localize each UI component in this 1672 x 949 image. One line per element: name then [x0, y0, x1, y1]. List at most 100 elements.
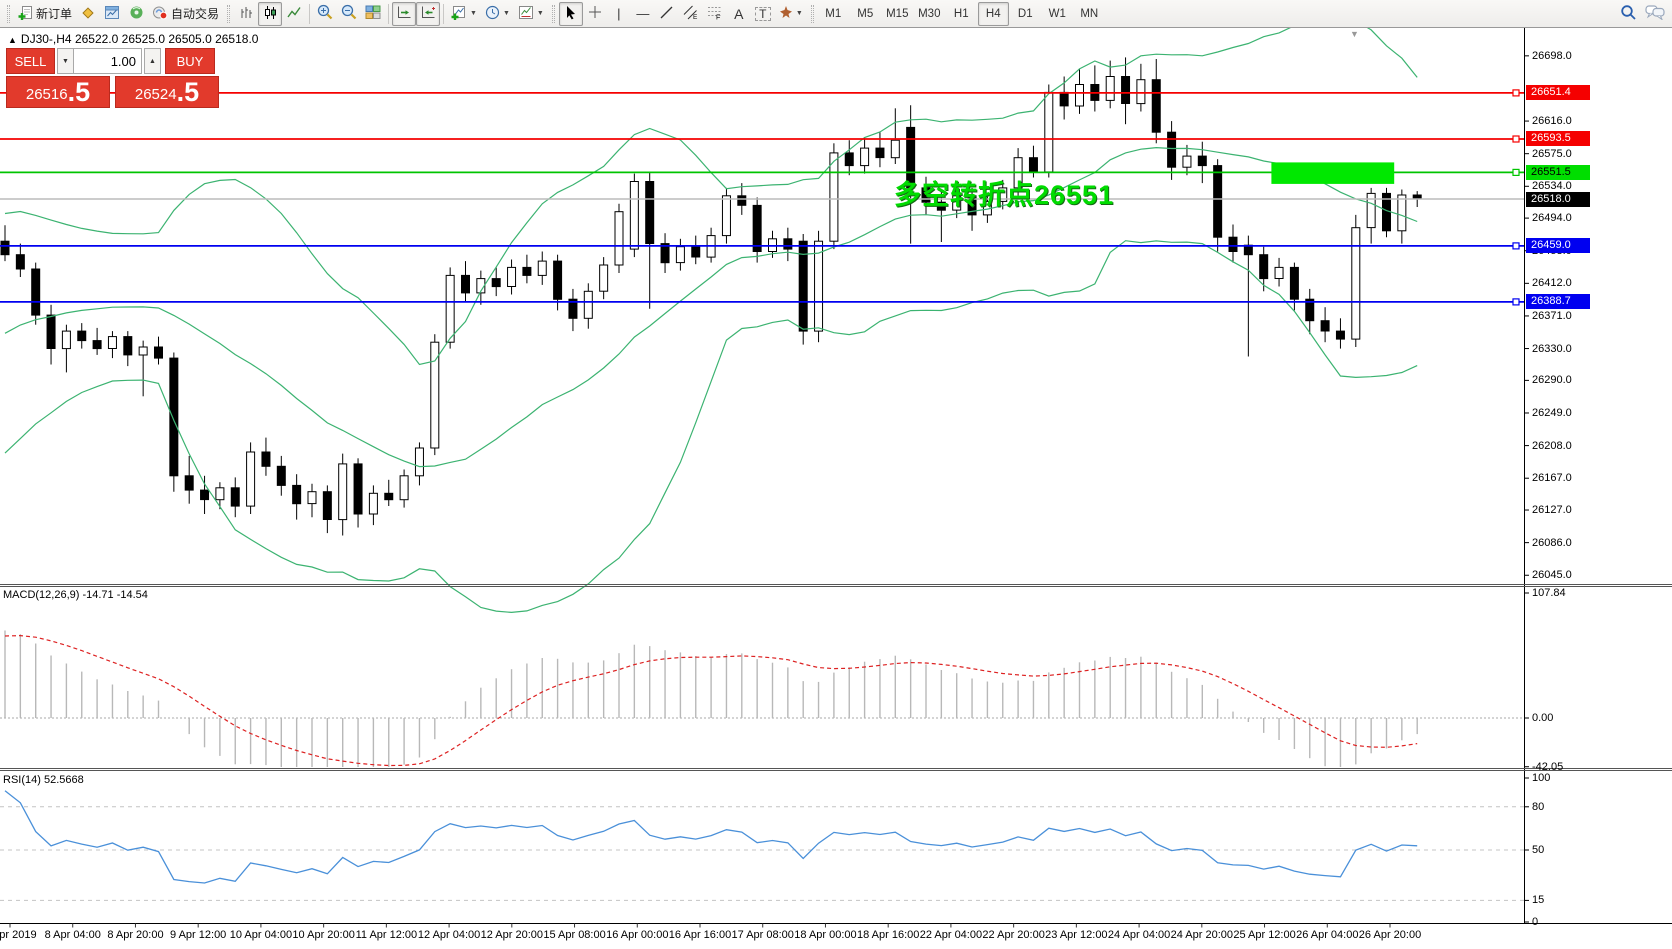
macd-indicator-label: MACD(12,26,9) -14.71 -14.54 [3, 589, 148, 601]
main-toolbar: 新订单 自动交易 ▼ ▼ [0, 0, 1672, 28]
fibonacci-icon: F [707, 5, 722, 23]
charts-button[interactable] [100, 2, 124, 26]
zoom-in-icon [317, 4, 333, 23]
text-label-icon: T [755, 6, 771, 21]
text-label-button[interactable]: T [751, 2, 775, 26]
new-order-label: 新订单 [36, 7, 73, 21]
line-chart-button[interactable] [282, 2, 306, 26]
crosshair-icon [588, 5, 602, 22]
line-chart-icon [287, 5, 301, 23]
toolbar-grip[interactable] [7, 4, 10, 23]
sell-price-main: 26516 [25, 85, 68, 103]
templates-button[interactable]: ▼ [514, 2, 548, 26]
horizontal-line-button[interactable]: — [631, 2, 655, 26]
chart-title: ▲ DJ30-,H4 26522.0 26525.0 26505.0 26518.… [8, 32, 258, 46]
sell-price-frac: .5 [67, 77, 91, 107]
new-order-icon [18, 5, 33, 23]
candlestick-chart-button[interactable] [258, 1, 283, 26]
toolbar-grip[interactable] [810, 4, 814, 23]
search-button[interactable] [1616, 2, 1641, 26]
timeframe-m1-button[interactable]: M1 [818, 2, 849, 26]
auto-scroll-icon [396, 5, 412, 23]
chart-shift-icon [420, 5, 436, 23]
volume-increase-button[interactable]: ▲ [144, 48, 161, 74]
timeframe-w1-button[interactable]: W1 [1042, 2, 1073, 26]
svg-text:E: E [693, 14, 698, 20]
svg-text:F: F [716, 14, 720, 20]
macd-histogram [4, 630, 1418, 767]
candlestick-icon [263, 5, 277, 23]
timeframe-h1-button[interactable]: H1 [946, 2, 977, 26]
chart-shift-button[interactable] [416, 1, 441, 26]
buy-price-frac: .5 [176, 77, 200, 107]
text-tool-icon: A [734, 5, 744, 22]
one-click-trading-panel: SELL ▼ ▲ BUY 26516.5 26524.5 [6, 48, 219, 108]
hline-handle[interactable] [1512, 168, 1520, 176]
market-watch-button[interactable] [76, 2, 100, 26]
sell-button[interactable]: SELL [6, 48, 55, 74]
clock-icon [485, 5, 500, 23]
periods-button[interactable]: ▼ [481, 2, 514, 26]
bar-chart-button[interactable] [234, 2, 258, 26]
crosshair-button[interactable] [583, 2, 607, 26]
autotrade-label: 自动交易 [171, 7, 220, 21]
cursor-icon [564, 5, 577, 23]
zoom-out-button[interactable] [337, 2, 361, 26]
new-order-button[interactable]: 新订单 [14, 2, 76, 26]
timeframe-m15-button[interactable]: M15 [882, 2, 913, 26]
chart-title-text: DJ30-,H4 26522.0 26525.0 26505.0 26518.0 [20, 32, 259, 46]
toolbar-grip[interactable] [227, 4, 231, 23]
hline-handle[interactable] [1512, 242, 1520, 250]
dropdown-caret-icon: ▼ [795, 10, 803, 17]
candles-layer [0, 57, 1422, 536]
collapse-panel-arrow-icon[interactable]: ▲ [8, 35, 17, 45]
hline-handle[interactable] [1512, 298, 1520, 306]
autotrade-button[interactable]: 自动交易 [148, 2, 223, 26]
timeframe-m30-button[interactable]: M30 [914, 2, 945, 26]
timeframe-mn-button[interactable]: MN [1074, 2, 1105, 26]
macd-signal-line [4, 634, 1418, 767]
hline-handle[interactable] [1512, 135, 1520, 143]
template-icon [518, 5, 534, 23]
community-chat-button[interactable] [1641, 2, 1669, 26]
horizontal-line-icon: — [636, 6, 650, 21]
bollinger-lower-line[interactable] [4, 240, 1418, 614]
timeframe-m5-button[interactable]: M5 [850, 2, 881, 26]
vertical-line-icon: | [617, 6, 621, 21]
buy-button[interactable]: BUY [165, 48, 215, 74]
rsi-indicator-label: RSI(14) 52.5668 [3, 774, 84, 786]
chart-shift-marker-icon[interactable]: ▼ [1350, 29, 1359, 39]
auto-scroll-button[interactable] [392, 1, 417, 26]
chart-window[interactable]: 26698.0 26616.0 26575.0 26534.0 26494.0 26453… [0, 28, 1672, 949]
chart-canvas[interactable] [0, 28, 1672, 949]
toolbar-separator [443, 3, 445, 24]
buy-price-display[interactable]: 26524.5 [115, 76, 219, 108]
zoom-in-button[interactable] [313, 2, 337, 26]
trendline-button[interactable] [655, 2, 679, 26]
hline-handle[interactable] [1512, 89, 1520, 97]
chart-annotation-text[interactable]: 多空转折点26551 [894, 180, 1115, 210]
trendline-icon [660, 6, 673, 22]
channel-button[interactable]: E [679, 2, 703, 26]
arrows-button[interactable]: ▼ [775, 2, 807, 26]
chart-window-icon [104, 5, 120, 23]
toolbar-grip[interactable] [551, 4, 555, 23]
cursor-button[interactable] [558, 1, 583, 26]
timeframe-group: M1 M5 M15 M30 H1 H4 D1 W1 MN [818, 1, 1105, 26]
dropdown-caret-icon: ▼ [536, 10, 544, 17]
sell-price-display[interactable]: 26516.5 [6, 76, 110, 108]
highlight-rectangle[interactable] [1271, 162, 1395, 184]
signals-button[interactable] [124, 2, 148, 26]
timeframe-d1-button[interactable]: D1 [1010, 2, 1041, 26]
indicators-button[interactable]: ▼ [447, 2, 481, 26]
toolbar-separator [309, 3, 311, 24]
tile-windows-button[interactable] [361, 2, 385, 26]
fibonacci-button[interactable]: F [703, 2, 727, 26]
add-indicator-icon [451, 5, 467, 23]
vertical-line-button[interactable]: | [607, 2, 631, 26]
timeframe-h4-button[interactable]: H4 [977, 1, 1009, 26]
volume-input[interactable] [74, 48, 142, 74]
bollinger-middle-line[interactable] [4, 146, 1418, 468]
volume-dropdown-button[interactable]: ▼ [57, 48, 74, 74]
text-button[interactable]: A [727, 2, 751, 26]
